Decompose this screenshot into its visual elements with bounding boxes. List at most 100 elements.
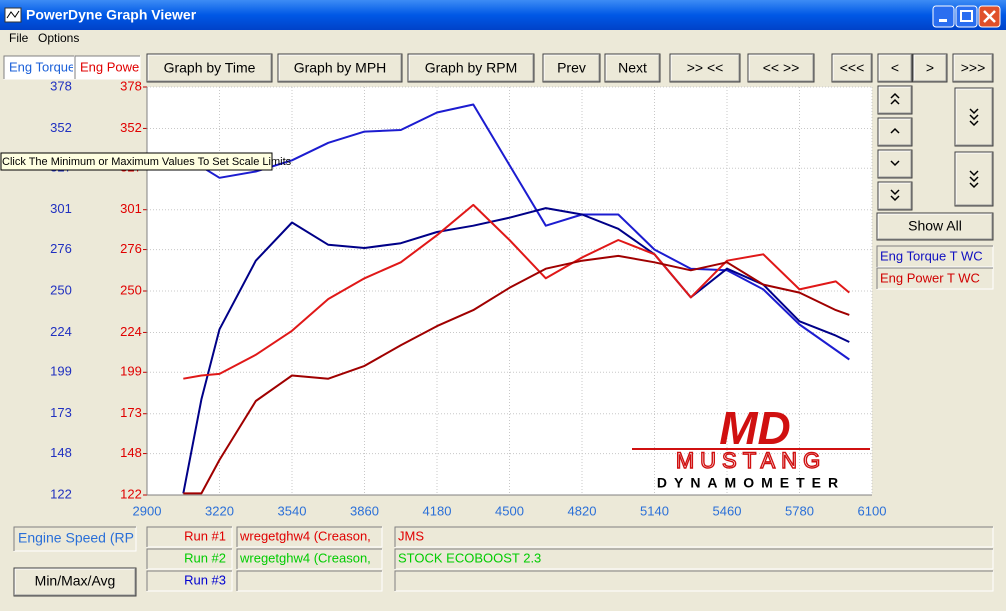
y-tick-label[interactable]: 199 <box>50 364 72 379</box>
clip-box: wregetghw4 (Creason, <box>239 528 371 543</box>
bevel <box>955 88 992 145</box>
y2-tick-label[interactable]: 199 <box>120 364 142 379</box>
button-label[interactable]: >>> <box>961 60 986 76</box>
y2-tick-label[interactable]: 173 <box>120 405 142 420</box>
button-label[interactable]: Min/Max/Avg <box>35 573 116 589</box>
scroll-button[interactable] <box>877 117 913 147</box>
y2-tick-label[interactable]: 276 <box>120 241 142 256</box>
y-tick-label[interactable]: 250 <box>50 282 72 297</box>
y2-tick-label[interactable]: 122 <box>120 486 142 501</box>
y-tick-label[interactable]: 122 <box>50 486 72 501</box>
maximize-button[interactable] <box>955 5 978 28</box>
bevel <box>671 55 740 82</box>
title-bar <box>0 0 1006 30</box>
bevel <box>605 54 659 81</box>
y2-tick-label[interactable]: 352 <box>120 120 142 135</box>
y2-tick-label[interactable]: 250 <box>120 282 142 297</box>
chevron <box>890 189 900 196</box>
button-label[interactable]: Graph by Time <box>164 60 256 76</box>
bevel <box>877 213 992 239</box>
bevel <box>878 54 911 81</box>
run-note: STOCK ECOBOOST 2.3 <box>398 550 541 565</box>
y-tick-label[interactable]: 352 <box>50 120 72 135</box>
logo-mark: MD <box>719 402 791 454</box>
y-tick-label[interactable]: 301 <box>50 201 72 216</box>
bevel <box>878 86 911 113</box>
button-label[interactable]: > <box>926 60 934 76</box>
bevel <box>146 570 232 591</box>
run-label: Run #1 <box>184 528 226 543</box>
button-label[interactable]: Show All <box>908 218 962 234</box>
run-label: Run #2 <box>184 550 226 565</box>
series-line <box>200 103 850 361</box>
y2-tick-label[interactable]: 301 <box>120 201 142 216</box>
show-all-button[interactable] <box>876 212 994 241</box>
toolbar-button[interactable] <box>146 53 273 83</box>
bevel <box>879 183 912 210</box>
scroll-button[interactable] <box>954 87 994 147</box>
channel-tab[interactable]: Eng Power <box>80 59 144 74</box>
field <box>394 526 994 548</box>
toolbar-button[interactable] <box>831 53 873 83</box>
y-tick-label[interactable]: 148 <box>50 445 72 460</box>
scroll-button[interactable] <box>954 151 994 207</box>
toolbar-button[interactable] <box>747 53 815 83</box>
toolbar-button[interactable] <box>277 53 403 83</box>
channel-tab[interactable]: Eng Torque <box>9 59 75 74</box>
chevron <box>969 120 979 127</box>
y2-tick-label[interactable]: 148 <box>120 445 142 460</box>
y-tick-label[interactable]: 173 <box>50 405 72 420</box>
button-label[interactable]: Prev <box>557 60 586 76</box>
maximize-glyph <box>960 10 973 22</box>
toolbar-button[interactable] <box>542 53 601 83</box>
run-note: JMS <box>398 528 424 543</box>
y2-tick-label[interactable]: 378 <box>120 78 142 93</box>
toolbar-button[interactable] <box>912 53 948 83</box>
chevron <box>890 160 900 167</box>
toolbar-button[interactable] <box>952 53 994 83</box>
logo-subtitle: DYNAMOMETER <box>657 475 845 491</box>
y2-tick-label[interactable]: 224 <box>120 324 142 339</box>
clip-box: Eng Torque <box>9 59 75 74</box>
y-tick-label[interactable]: 276 <box>50 241 72 256</box>
legend-label: Eng Power T WC <box>880 270 980 285</box>
window-title: PowerDyne Graph Viewer <box>26 7 197 23</box>
y-tick-label[interactable]: 224 <box>50 324 72 339</box>
button-label[interactable]: << >> <box>763 60 800 76</box>
button-label[interactable]: Graph by RPM <box>425 60 518 76</box>
x-tick-label: 4180 <box>423 503 452 518</box>
x-tick-label: 2900 <box>133 503 162 518</box>
toolbar-button[interactable] <box>877 53 913 83</box>
button-label[interactable]: >> << <box>687 60 724 76</box>
bevel <box>833 55 872 82</box>
scroll-button[interactable] <box>877 181 913 211</box>
toolbar-button[interactable] <box>407 53 535 83</box>
toolbar-button[interactable] <box>604 53 661 83</box>
menu-item[interactable]: Options <box>38 31 79 45</box>
x-axis-label[interactable]: Engine Speed (RPM) <box>18 530 150 546</box>
minimize-button[interactable] <box>932 5 955 28</box>
chevron <box>890 92 900 99</box>
chevron <box>969 176 979 183</box>
scroll-button[interactable] <box>877 149 913 179</box>
toolbar-button[interactable] <box>669 53 741 83</box>
button-label[interactable]: Next <box>618 60 647 76</box>
field <box>394 570 994 592</box>
y-tick-label[interactable]: 378 <box>50 78 72 93</box>
bevel <box>748 54 813 81</box>
tooltip <box>0 152 273 171</box>
bevel <box>394 548 993 569</box>
bevel <box>876 267 993 289</box>
menu-item[interactable]: File <box>9 31 29 45</box>
button-label[interactable]: <<< <box>840 60 865 76</box>
series-line <box>182 207 850 494</box>
bevel <box>236 548 382 569</box>
bevel <box>148 55 272 82</box>
bevel <box>278 54 401 81</box>
button-label[interactable]: < <box>891 60 899 76</box>
summary-button[interactable] <box>13 567 137 597</box>
minimize-glyph <box>939 19 947 22</box>
bevel <box>394 570 993 591</box>
legend-label: Eng Torque T WC <box>880 248 983 263</box>
button-label[interactable]: Graph by MPH <box>294 60 387 76</box>
